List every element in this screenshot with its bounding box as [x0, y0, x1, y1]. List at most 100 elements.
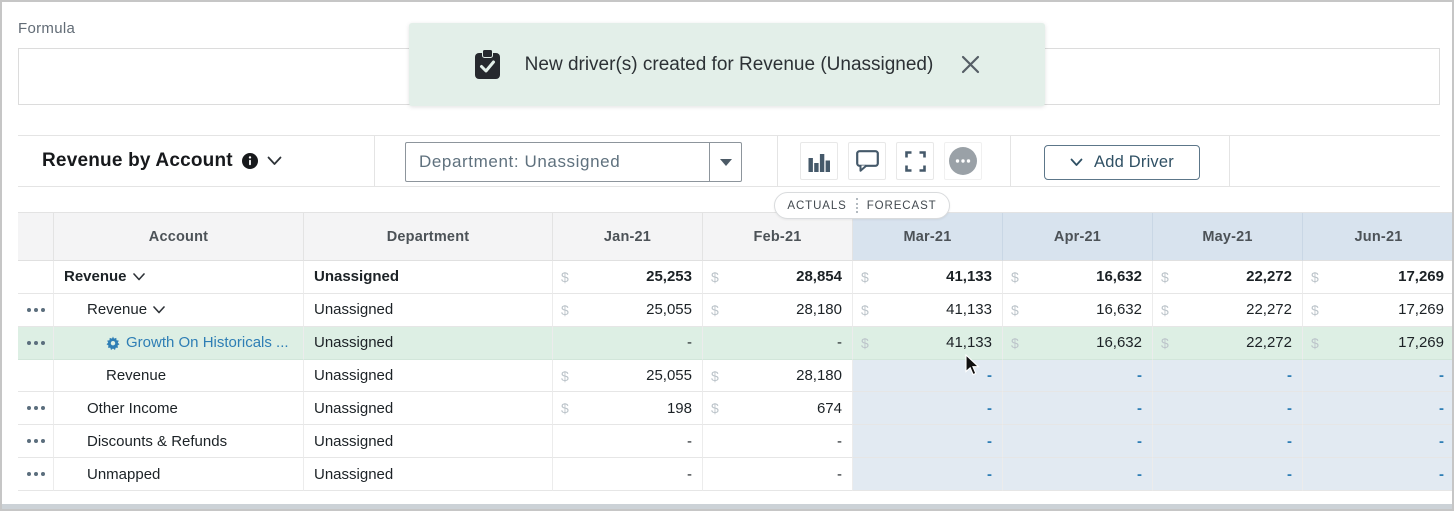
cell-value: 28,180	[796, 301, 842, 319]
value-cell[interactable]: $198	[553, 392, 703, 426]
cell-value: -	[687, 465, 692, 483]
value-cell[interactable]: -	[853, 392, 1003, 426]
view-title-group[interactable]: Revenue by Account	[42, 136, 282, 186]
department-cell: Unassigned	[304, 261, 553, 294]
row-menu-icon[interactable]	[18, 392, 54, 426]
value-cell[interactable]: -	[1303, 458, 1452, 492]
value-cell[interactable]: -	[1003, 359, 1153, 393]
account-cell[interactable]: Revenue	[54, 359, 304, 393]
cell-value: 674	[816, 399, 842, 417]
currency-symbol: $	[711, 367, 719, 384]
value-cell[interactable]: $28,854	[703, 261, 853, 294]
cell-value: 25,055	[646, 367, 692, 384]
row-menu-icon[interactable]	[18, 458, 54, 492]
chevron-down-icon[interactable]	[132, 273, 145, 281]
value-cell[interactable]: -	[853, 425, 1003, 459]
value-cell[interactable]: -	[1303, 392, 1452, 426]
currency-symbol: $	[861, 334, 869, 351]
value-cell[interactable]: $41,133	[853, 326, 1003, 360]
currency-symbol: $	[1011, 301, 1019, 318]
currency-symbol: $	[1311, 334, 1319, 351]
value-cell[interactable]: -	[553, 458, 703, 492]
add-driver-button[interactable]: Add Driver	[1044, 145, 1200, 180]
value-cell[interactable]: $22,272	[1153, 293, 1303, 327]
value-cell[interactable]: -	[1153, 425, 1303, 459]
fullscreen-icon[interactable]	[896, 142, 934, 180]
account-cell[interactable]: Revenue	[54, 293, 304, 327]
table-row: Revenue Unassigned $25,055 $28,180 $41,133 $1…	[18, 293, 1452, 327]
value-cell[interactable]: $28,180	[703, 359, 853, 393]
account-cell[interactable]: Discounts & Refunds	[54, 425, 304, 459]
currency-symbol: $	[711, 268, 719, 285]
comment-icon[interactable]	[848, 142, 886, 180]
account-cell[interactable]: Revenue	[54, 261, 304, 294]
value-cell[interactable]: $16,632	[1003, 293, 1153, 327]
value-cell[interactable]: $25,055	[553, 293, 703, 327]
value-cell[interactable]: -	[1003, 392, 1153, 426]
more-options-icon[interactable]	[944, 142, 982, 180]
cell-value: -	[1287, 367, 1292, 384]
cell-value: -	[1439, 367, 1444, 384]
row-menu-icon[interactable]	[18, 425, 54, 459]
account-cell[interactable]: Unmapped	[54, 458, 304, 492]
pill-divider	[855, 198, 858, 213]
value-cell[interactable]: $17,269	[1303, 326, 1452, 360]
value-cell[interactable]: -	[1153, 359, 1303, 393]
value-cell[interactable]: -	[853, 458, 1003, 492]
value-cell[interactable]: $41,133	[853, 293, 1003, 327]
cell-value: 17,269	[1398, 301, 1444, 319]
value-cell[interactable]: -	[553, 326, 703, 360]
value-cell[interactable]: -	[703, 458, 853, 492]
account-label: Revenue	[64, 268, 127, 286]
row-menu-icon[interactable]	[18, 293, 54, 327]
cell-value: 17,269	[1398, 268, 1444, 286]
value-cell[interactable]: $17,269	[1303, 261, 1452, 294]
value-cell[interactable]: -	[1303, 359, 1452, 393]
value-cell[interactable]: -	[1153, 392, 1303, 426]
value-cell[interactable]: -	[1153, 458, 1303, 492]
cell-value: -	[837, 432, 842, 450]
department-filter-dropdown[interactable]: Department: Unassigned	[405, 142, 742, 182]
currency-symbol: $	[561, 367, 569, 384]
chevron-down-icon[interactable]	[267, 156, 282, 166]
department-cell: Unassigned	[304, 392, 553, 426]
value-cell[interactable]: $674	[703, 392, 853, 426]
close-icon[interactable]	[961, 55, 980, 74]
value-cell[interactable]: $25,253	[553, 261, 703, 294]
page-title: Revenue by Account	[42, 150, 233, 171]
value-cell[interactable]: $16,632	[1003, 326, 1153, 360]
value-cell[interactable]: $22,272	[1153, 261, 1303, 294]
gear-icon	[106, 336, 120, 350]
value-cell[interactable]: $17,269	[1303, 293, 1452, 327]
value-cell[interactable]: $41,133	[853, 261, 1003, 294]
horizontal-scrollbar[interactable]	[2, 504, 1452, 509]
currency-symbol: $	[1161, 301, 1169, 318]
cell-value: -	[1287, 465, 1292, 483]
toolbar-divider	[1010, 136, 1011, 186]
value-cell[interactable]: -	[553, 425, 703, 459]
info-icon[interactable]	[241, 153, 258, 169]
value-cell[interactable]: $16,632	[1003, 261, 1153, 294]
account-label: Revenue	[87, 301, 148, 319]
chevron-down-icon[interactable]	[153, 305, 165, 314]
cell-value: -	[987, 465, 992, 483]
value-cell[interactable]: -	[853, 359, 1003, 393]
value-cell[interactable]: -	[703, 425, 853, 459]
currency-symbol: $	[861, 301, 869, 318]
value-cell[interactable]: -	[1003, 425, 1153, 459]
value-cell[interactable]: $25,055	[553, 359, 703, 393]
account-cell[interactable]: Growth On Historicals ...	[54, 326, 304, 360]
currency-symbol: $	[711, 301, 719, 318]
bar-chart-icon[interactable]	[800, 142, 838, 180]
value-cell[interactable]: -	[1003, 458, 1153, 492]
dropdown-arrow-button[interactable]	[709, 143, 741, 181]
cell-value: -	[1137, 367, 1142, 384]
value-cell[interactable]: -	[703, 326, 853, 360]
value-cell[interactable]: $28,180	[703, 293, 853, 327]
row-menu-icon[interactable]	[18, 326, 54, 360]
value-cell[interactable]: -	[1303, 425, 1452, 459]
table-row: Other Income Unassigned $198 $674- - - -	[18, 392, 1452, 426]
account-cell[interactable]: Other Income	[54, 392, 304, 426]
currency-symbol: $	[561, 400, 569, 417]
value-cell[interactable]: $22,272	[1153, 326, 1303, 360]
